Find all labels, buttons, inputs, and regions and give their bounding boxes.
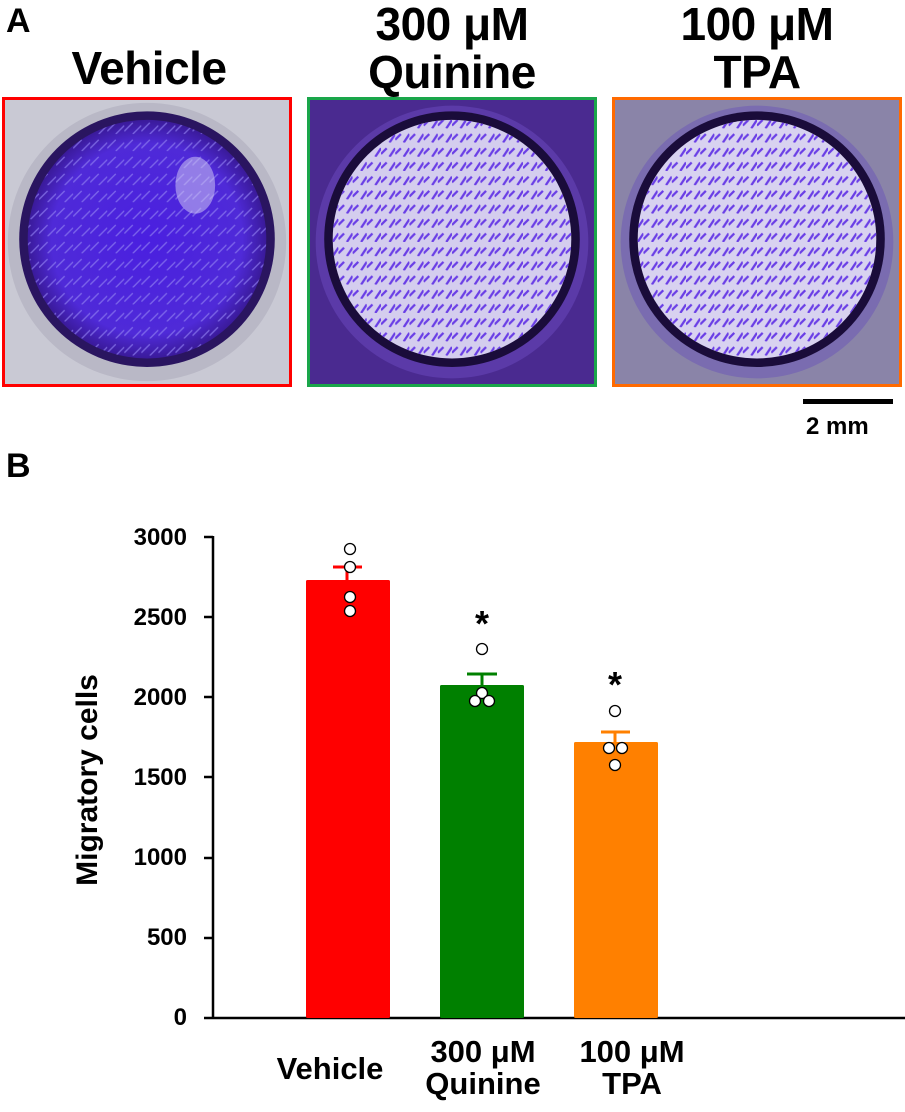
bar-tpa <box>574 704 658 1018</box>
y-tick-label: 3000 <box>133 524 187 551</box>
scale-bar-label: 2 mm <box>806 413 869 440</box>
vehicle-title-text: Vehicle <box>71 42 227 94</box>
x-label-tpa-line2: TPA <box>602 1066 662 1101</box>
panel-a-label: A <box>6 2 31 40</box>
quinine-well-image <box>307 97 597 387</box>
tpa-well-image <box>612 97 902 387</box>
y-tick-label: 2000 <box>133 684 187 711</box>
x-label-vehicle: Vehicle <box>255 1053 405 1085</box>
quinine-title-line1: 300 μM <box>375 0 530 50</box>
tpa-title-line2: TPA <box>713 46 801 98</box>
significance-star-quinine: * <box>474 603 489 644</box>
x-label-quinine: 300 μM Quinine <box>408 1036 558 1100</box>
y-tick-label: 500 <box>146 924 187 951</box>
x-label-tpa: 100 μM TPA <box>557 1036 707 1100</box>
y-tick-label: 1000 <box>133 844 187 871</box>
y-tick-label: 1500 <box>133 764 187 791</box>
panel-b-label: B <box>6 447 31 485</box>
tpa-title-line1: 100 μM <box>680 0 835 50</box>
x-label-quinine-line2: Quinine <box>425 1066 541 1101</box>
x-label-tpa-line1: 100 μM <box>579 1034 685 1069</box>
quinine-title: 300 μM Quinine <box>307 0 597 96</box>
significance-star-tpa: * <box>607 664 622 705</box>
x-label-quinine-line1: 300 μM <box>430 1034 536 1069</box>
y-tick-label: 0 <box>173 1004 187 1031</box>
bar-vehicle <box>306 542 390 1018</box>
quinine-title-line2: Quinine <box>368 46 536 98</box>
vehicle-title: Vehicle <box>5 44 293 92</box>
x-label-vehicle-text: Vehicle <box>276 1051 384 1086</box>
y-tick-label: 2500 <box>133 604 187 631</box>
scale-bar <box>803 399 893 404</box>
vehicle-well-image <box>2 97 292 387</box>
tpa-title: 100 μM TPA <box>612 0 902 96</box>
bar-quinine <box>440 642 524 1018</box>
